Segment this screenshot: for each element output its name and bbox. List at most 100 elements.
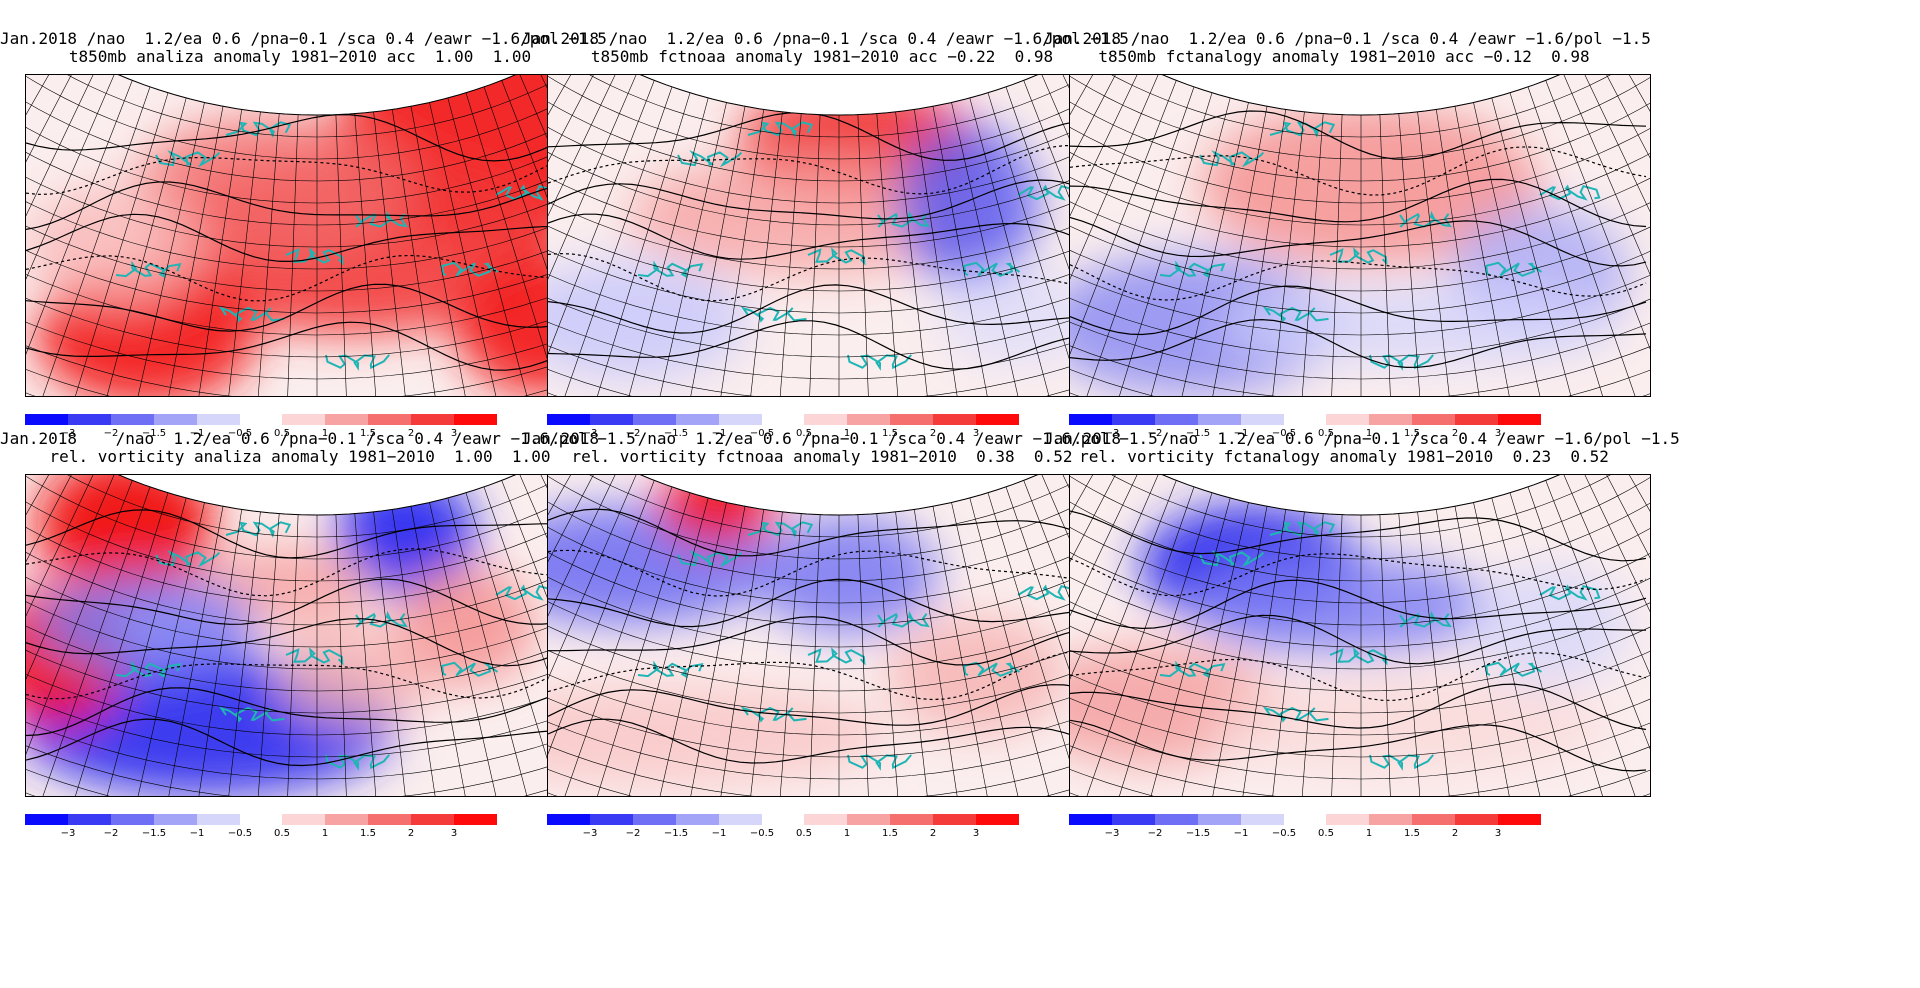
colorbar-tick-label: 1.5 xyxy=(882,828,898,839)
colorbar-swatch xyxy=(547,814,590,825)
colorbar-swatch xyxy=(719,414,762,425)
colorbar-tick-label: −1.5 xyxy=(141,428,167,439)
colorbar-tick-label: 1 xyxy=(843,428,851,439)
map-frame xyxy=(25,74,607,397)
colorbar-swatch xyxy=(933,814,976,825)
map-canvas xyxy=(1070,75,1650,396)
colorbar-swatch xyxy=(976,814,1019,825)
colorbar-tick-label: −2 xyxy=(625,428,641,439)
colorbar: −3 −2 −1.5 −1 −0.5 0.5 1 1.5 2 3 xyxy=(547,414,1137,450)
colorbar-swatch xyxy=(1112,414,1155,425)
colorbar-tick-label: 3 xyxy=(972,828,980,839)
colorbar-tick-label: 1 xyxy=(321,428,329,439)
colorbar-swatch xyxy=(933,414,976,425)
colorbar-tick-label: 0.5 xyxy=(796,428,812,439)
colorbar-swatch xyxy=(590,414,633,425)
colorbar-swatch xyxy=(454,814,497,825)
colorbar-swatch xyxy=(890,414,933,425)
colorbar-swatch xyxy=(1241,814,1284,825)
colorbar-swatch xyxy=(411,414,454,425)
colorbar-tick-label: 1.5 xyxy=(882,428,898,439)
colorbar-swatch xyxy=(633,414,676,425)
colorbar-tick-label: −1.5 xyxy=(663,828,689,839)
colorbar-tick-label: −0.5 xyxy=(1271,828,1297,839)
colorbar-swatch xyxy=(547,414,590,425)
map-canvas xyxy=(548,475,1128,796)
colorbar-tick-label: 2 xyxy=(407,828,415,839)
colorbar-tick-label: −0.5 xyxy=(1271,428,1297,439)
map-frame xyxy=(547,74,1129,397)
panel-title-line1: Jan.2018 /nao 1.2/ea 0.6 /pna−0.1 /sca 0… xyxy=(0,429,636,448)
panel-t850-fctnoaa: Jan.2018 /nao 1.2/ea 0.6 /pna−0.1 /sca 0… xyxy=(522,30,1129,470)
colorbar-tick-label: −0.5 xyxy=(749,828,775,839)
panel-vort-fctanalogy: Jan.2018 /nao 1.2/ea 0.6 /pna−0.1 /sca 0… xyxy=(1044,429,1680,870)
panel-title-line1: Jan.2018 /nao 1.2/ea 0.6 /pna−0.1 /sca 0… xyxy=(522,429,1158,448)
colorbar-tick-label: 2 xyxy=(1451,828,1459,839)
colorbar-tick-label: −1 xyxy=(189,428,205,439)
colorbar-swatch xyxy=(325,414,368,425)
colorbar-tick-label: 3 xyxy=(972,428,980,439)
colorbar: −3 −2 −1.5 −1 −0.5 0.5 1 1.5 2 3 xyxy=(25,414,615,450)
colorbar-tick-label: 0.5 xyxy=(274,828,290,839)
colorbar-tick-label: −1.5 xyxy=(141,828,167,839)
colorbar-swatch xyxy=(1069,414,1112,425)
colorbar: −3 −2 −1.5 −1 −0.5 0.5 1 1.5 2 3 xyxy=(1069,814,1659,850)
colorbar-swatch xyxy=(197,814,240,825)
colorbar-swatch xyxy=(1498,814,1541,825)
map-frame xyxy=(547,474,1129,797)
colorbar-tick-label: 0.5 xyxy=(274,428,290,439)
colorbar-swatch xyxy=(804,814,847,825)
colorbar-tick-label: −1 xyxy=(711,828,727,839)
panel-t850-analiza: Jan.2018 /nao 1.2/ea 0.6 /pna−0.1 /sca 0… xyxy=(0,30,607,470)
colorbar-swatch xyxy=(1069,814,1112,825)
colorbar-tick-label: 2 xyxy=(929,828,937,839)
colorbar-tick-label: 1.5 xyxy=(360,428,376,439)
colorbar-tick-label: −3 xyxy=(1104,828,1120,839)
colorbar-swatch xyxy=(719,814,762,825)
colorbar-swatch xyxy=(368,414,411,425)
map-canvas xyxy=(548,75,1128,396)
colorbar-tick-label: −1 xyxy=(1233,828,1249,839)
colorbar-tick-label: 1 xyxy=(1365,828,1373,839)
colorbar-swatch xyxy=(676,814,719,825)
colorbar-tick-label: −1 xyxy=(711,428,727,439)
colorbar-tick-label: −1 xyxy=(1233,428,1249,439)
colorbar-swatch xyxy=(454,414,497,425)
colorbar-swatch xyxy=(68,814,111,825)
colorbar-swatch xyxy=(111,414,154,425)
colorbar-swatch xyxy=(1198,814,1241,825)
colorbar-tick-label: −1.5 xyxy=(1185,428,1211,439)
colorbar-tick-label: 3 xyxy=(450,828,458,839)
colorbar-swatch xyxy=(1241,414,1284,425)
panel-title-line1: Jan.2018 /nao 1.2/ea 0.6 /pna−0.1 /sca 0… xyxy=(1044,29,1651,48)
colorbar-tick-label: 3 xyxy=(1494,428,1502,439)
colorbar-swatch xyxy=(282,414,325,425)
colorbar-swatch xyxy=(154,814,197,825)
colorbar-tick-label: 1.5 xyxy=(1404,428,1420,439)
colorbar-swatch xyxy=(1155,414,1198,425)
colorbar-tick-label: −2 xyxy=(103,428,119,439)
panel-vort-fctnoaa: Jan.2018 /nao 1.2/ea 0.6 /pna−0.1 /sca 0… xyxy=(522,429,1158,870)
colorbar-tick-label: 2 xyxy=(407,428,415,439)
colorbar-tick-label: −3 xyxy=(582,828,598,839)
colorbar-swatch xyxy=(1412,814,1455,825)
map-canvas xyxy=(26,475,606,796)
colorbar-swatch xyxy=(847,414,890,425)
panel-vort-analiza: Jan.2018 /nao 1.2/ea 0.6 /pna−0.1 /sca 0… xyxy=(0,429,636,870)
panel-title-line2: rel. vorticity fctnoaa anomaly 1981−2010… xyxy=(571,447,1073,466)
colorbar: −3 −2 −1.5 −1 −0.5 0.5 1 1.5 2 3 xyxy=(547,814,1137,850)
colorbar-swatch xyxy=(976,414,1019,425)
colorbar-swatch xyxy=(633,814,676,825)
colorbar-swatch xyxy=(1455,814,1498,825)
colorbar-tick-label: 1 xyxy=(321,828,329,839)
panel-title-line1: Jan.2018 /nao 1.2/ea 0.6 /pna−0.1 /sca 0… xyxy=(1044,429,1680,448)
colorbar-swatch xyxy=(1369,814,1412,825)
colorbar-swatch xyxy=(111,814,154,825)
colorbar-tick-label: 1.5 xyxy=(360,828,376,839)
colorbar-tick-label: 1.5 xyxy=(1404,828,1420,839)
colorbar-swatch xyxy=(1326,814,1369,825)
colorbar-tick-label: −0.5 xyxy=(227,428,253,439)
colorbar-tick-label: 0.5 xyxy=(796,828,812,839)
colorbar-swatch xyxy=(1155,814,1198,825)
colorbar-swatch xyxy=(890,814,933,825)
